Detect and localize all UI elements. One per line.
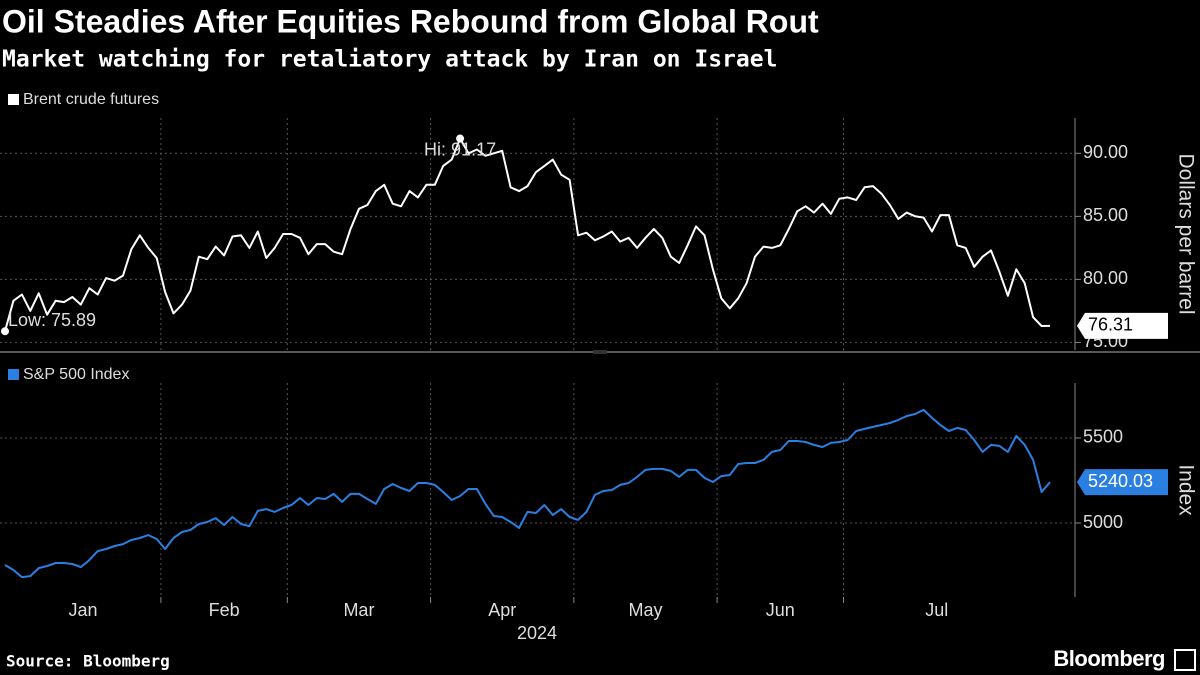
y-tick-label: 90.00 — [1083, 142, 1128, 162]
legend-label: S&P 500 Index — [23, 366, 129, 383]
legend-swatch — [8, 369, 19, 380]
y-tick-label: 85.00 — [1083, 205, 1128, 225]
last-value-tag — [1077, 469, 1168, 496]
legend-label: Brent crude futures — [23, 91, 159, 108]
series-line — [4, 137, 1051, 332]
last-value-tag — [1077, 312, 1168, 339]
chart-subtitle: Market watching for retaliatory attack b… — [2, 47, 777, 73]
last-value-label: 5240.03 — [1088, 471, 1153, 491]
high-annotation: Hi: 91.17 — [424, 139, 496, 159]
y-axis-label: Index — [1174, 464, 1197, 516]
logo-icon — [1174, 649, 1196, 671]
y-tick-label: 5500 — [1083, 427, 1123, 447]
logo: Bloomberg — [1053, 646, 1165, 671]
y-tick-label: 5000 — [1083, 512, 1123, 532]
x-tick-label: Jan — [68, 600, 97, 620]
x-tick-label: May — [628, 600, 662, 620]
legend-swatch — [8, 94, 19, 105]
x-axis-label: 2024 — [517, 623, 557, 643]
chart-title: Oil Steadies After Equities Rebound from… — [2, 3, 819, 39]
last-value-label: 76.31 — [1088, 315, 1133, 335]
y-tick-label: 80.00 — [1083, 268, 1128, 288]
high-marker — [456, 134, 465, 143]
divider-handle — [593, 350, 607, 354]
x-tick-label: Feb — [209, 600, 240, 620]
x-tick-label: Mar — [343, 600, 374, 620]
x-tick-label: Apr — [488, 600, 516, 620]
series-line — [4, 408, 1051, 579]
y-axis-label: Dollars per barrel — [1174, 153, 1197, 314]
source: Source: Bloomberg — [6, 652, 170, 671]
low-annotation: Low: 75.89 — [8, 310, 96, 330]
low-marker — [1, 327, 9, 336]
x-tick-label: Jul — [925, 600, 948, 620]
x-tick-label: Jun — [766, 600, 795, 620]
